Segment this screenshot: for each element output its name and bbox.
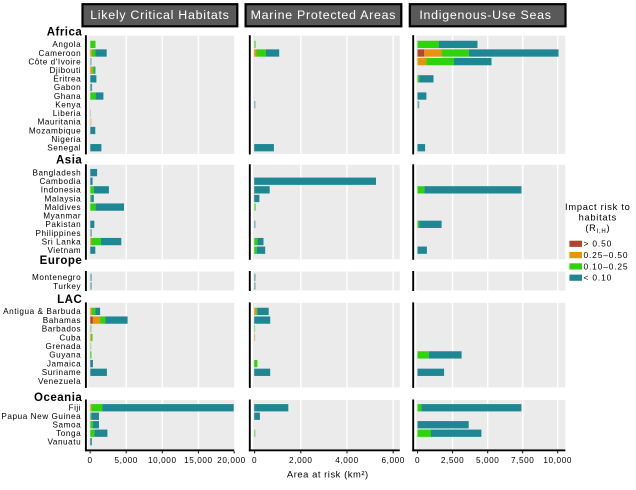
svg-text:Antigua & Barbuda: Antigua & Barbuda xyxy=(3,307,81,316)
svg-text:Venezuela: Venezuela xyxy=(38,377,81,386)
svg-text:(RI,H): (RI,H) xyxy=(585,223,610,235)
svg-text:Angola: Angola xyxy=(52,40,81,49)
svg-text:Eritrea: Eritrea xyxy=(53,75,81,84)
svg-text:7,500: 7,500 xyxy=(511,456,535,465)
svg-text:Nigeria: Nigeria xyxy=(51,135,81,144)
svg-text:Gabon: Gabon xyxy=(54,83,81,92)
svg-text:Vietnam: Vietnam xyxy=(47,246,81,255)
svg-text:Senegal: Senegal xyxy=(47,144,81,153)
svg-text:Cuba: Cuba xyxy=(59,333,81,342)
svg-text:Philippines: Philippines xyxy=(36,229,82,238)
svg-text:Barbados: Barbados xyxy=(42,325,81,334)
svg-text:Impact risk to: Impact risk to xyxy=(565,202,631,212)
svg-text:Cameroon: Cameroon xyxy=(39,49,82,58)
svg-text:20,000: 20,000 xyxy=(217,456,246,465)
svg-text:0.25–0.50: 0.25–0.50 xyxy=(584,250,629,260)
svg-text:Africa: Africa xyxy=(47,26,83,38)
svg-text:LAC: LAC xyxy=(57,294,82,306)
svg-text:Jamaica: Jamaica xyxy=(47,359,81,368)
svg-text:Myanmar: Myanmar xyxy=(43,212,81,221)
svg-text:0.10–0.25: 0.10–0.25 xyxy=(584,261,629,271)
svg-text:Area at risk (km²): Area at risk (km²) xyxy=(287,468,369,479)
svg-text:Tonga: Tonga xyxy=(56,429,81,438)
svg-text:Samoa: Samoa xyxy=(52,421,81,430)
svg-text:Asia: Asia xyxy=(56,155,82,167)
svg-text:Guyana: Guyana xyxy=(49,351,81,360)
svg-text:Papua New Guinea: Papua New Guinea xyxy=(1,412,81,421)
svg-text:Sri Lanka: Sri Lanka xyxy=(42,237,82,246)
svg-text:Bahamas: Bahamas xyxy=(43,316,81,325)
svg-text:0: 0 xyxy=(88,456,93,465)
svg-text:0: 0 xyxy=(252,456,257,465)
svg-text:Europe: Europe xyxy=(40,255,83,267)
svg-text:Marine Protected Areas: Marine Protected Areas xyxy=(251,8,397,22)
svg-text:2,000: 2,000 xyxy=(289,456,313,465)
svg-text:Montenegro: Montenegro xyxy=(32,273,81,282)
svg-text:Grenada: Grenada xyxy=(45,342,81,351)
svg-text:4,000: 4,000 xyxy=(335,456,359,465)
svg-text:Indigenous-Use Seas: Indigenous-Use Seas xyxy=(419,8,551,22)
svg-text:10,000: 10,000 xyxy=(543,456,572,465)
svg-text:10,000: 10,000 xyxy=(148,456,177,465)
svg-text:5,000: 5,000 xyxy=(476,456,500,465)
svg-text:Oceania: Oceania xyxy=(34,392,82,404)
svg-text:Kenya: Kenya xyxy=(55,100,81,109)
svg-text:Liberia: Liberia xyxy=(53,109,81,118)
svg-text:Cambodia: Cambodia xyxy=(39,177,81,186)
svg-text:Ghana: Ghana xyxy=(54,92,81,101)
svg-text:Mauritania: Mauritania xyxy=(37,118,81,127)
svg-text:Djibouti: Djibouti xyxy=(49,66,81,75)
svg-text:5,000: 5,000 xyxy=(114,456,138,465)
svg-text:6,000: 6,000 xyxy=(381,456,405,465)
svg-text:Bangladesh: Bangladesh xyxy=(32,168,81,177)
svg-text:2,500: 2,500 xyxy=(441,456,465,465)
svg-text:< 0.10: < 0.10 xyxy=(584,273,613,283)
svg-text:0: 0 xyxy=(415,456,420,465)
svg-text:Likely Critical Habitats: Likely Critical Habitats xyxy=(90,8,229,22)
svg-text:Turkey: Turkey xyxy=(53,282,81,291)
svg-text:Vanuatu: Vanuatu xyxy=(47,438,81,447)
svg-text:Mozambique: Mozambique xyxy=(29,126,81,135)
svg-text:> 0.50: > 0.50 xyxy=(584,239,613,249)
svg-text:Maldives: Maldives xyxy=(44,203,81,212)
svg-text:Suriname: Suriname xyxy=(42,368,81,377)
svg-text:habitats: habitats xyxy=(579,213,617,223)
svg-text:Indonesia: Indonesia xyxy=(41,186,81,195)
svg-text:Fiji: Fiji xyxy=(69,404,82,413)
svg-text:Côte d'Ivoire: Côte d'Ivoire xyxy=(28,57,81,66)
svg-text:Malaysia: Malaysia xyxy=(44,194,81,203)
svg-text:15,000: 15,000 xyxy=(184,456,213,465)
svg-text:Pakistan: Pakistan xyxy=(45,220,81,229)
